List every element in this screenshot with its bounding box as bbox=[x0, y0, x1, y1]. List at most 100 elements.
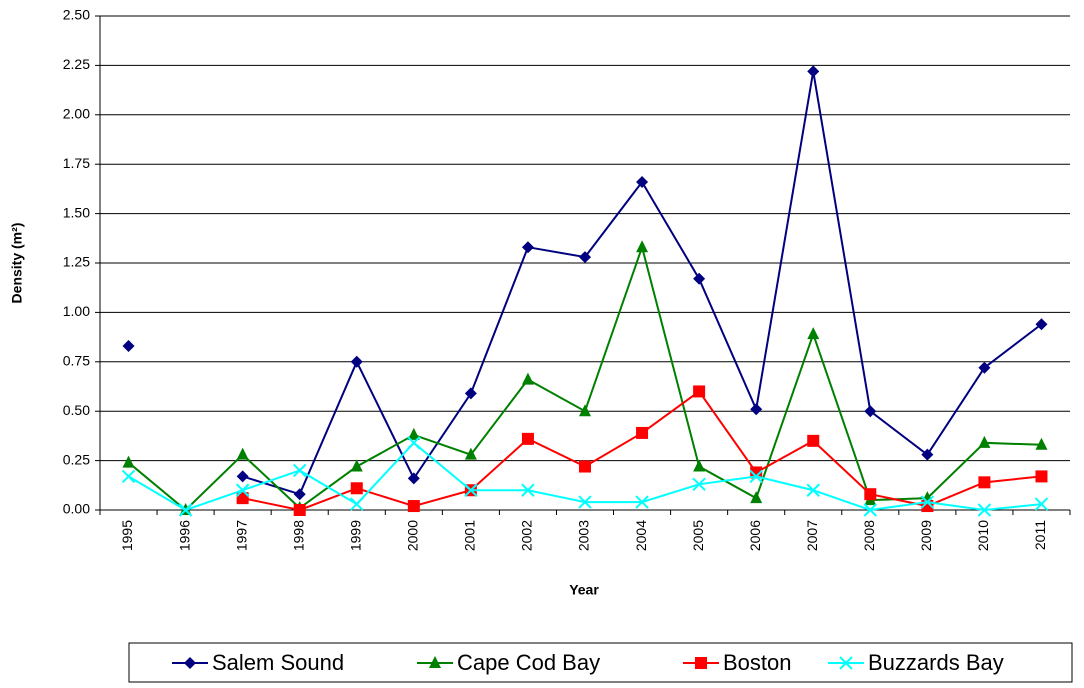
marker bbox=[692, 477, 706, 492]
marker bbox=[121, 469, 136, 484]
y-tick-label: 1.50 bbox=[63, 204, 90, 220]
marker bbox=[235, 483, 250, 497]
marker bbox=[1034, 497, 1049, 511]
marker bbox=[693, 272, 706, 285]
legend-label: Buzzards Bay bbox=[868, 650, 1004, 675]
y-tick-label: 0.75 bbox=[63, 353, 90, 369]
y-tick-label: 2.50 bbox=[63, 7, 90, 23]
marker bbox=[864, 488, 877, 501]
marker bbox=[693, 459, 706, 472]
marker bbox=[292, 463, 307, 478]
marker bbox=[978, 361, 991, 374]
legend-box bbox=[128, 642, 1073, 683]
legend-label: Salem Sound bbox=[212, 650, 344, 675]
marker bbox=[806, 483, 820, 497]
marker bbox=[350, 497, 364, 511]
x-axis-title: Year bbox=[569, 582, 599, 598]
marker bbox=[236, 492, 249, 505]
marker bbox=[178, 503, 193, 517]
x-tick-label: 2001 bbox=[462, 520, 478, 551]
marker bbox=[122, 339, 135, 352]
marker bbox=[293, 504, 306, 516]
marker bbox=[464, 483, 478, 497]
marker bbox=[807, 434, 820, 447]
marker bbox=[864, 405, 877, 418]
x-tick-label: 1998 bbox=[290, 520, 306, 551]
marker bbox=[407, 427, 420, 440]
x-tick-label: 2006 bbox=[747, 520, 763, 551]
x-tick-label: 1995 bbox=[119, 520, 135, 551]
marker bbox=[863, 503, 878, 517]
marker bbox=[1035, 470, 1048, 483]
marker bbox=[635, 495, 649, 509]
marker bbox=[921, 500, 934, 513]
x-tick-label: 2002 bbox=[519, 520, 535, 551]
marker bbox=[750, 466, 763, 479]
x-tick-label: 2005 bbox=[690, 520, 706, 551]
x-tick-label: 2011 bbox=[1032, 520, 1048, 550]
y-tick-label: 1.00 bbox=[63, 303, 90, 319]
marker bbox=[977, 503, 992, 517]
x-tick-label: 2008 bbox=[861, 520, 877, 551]
marker bbox=[749, 469, 763, 484]
legend-label: Boston bbox=[723, 650, 792, 675]
marker bbox=[184, 657, 196, 669]
marker bbox=[350, 482, 363, 495]
marker bbox=[1035, 437, 1048, 450]
marker bbox=[350, 459, 363, 472]
x-tick-label: 2004 bbox=[633, 520, 649, 551]
x-tick-label: 2000 bbox=[405, 520, 421, 551]
marker bbox=[293, 488, 306, 501]
marker bbox=[920, 495, 935, 509]
marker bbox=[978, 435, 991, 448]
marker bbox=[807, 65, 820, 78]
x-tick-label: 2010 bbox=[975, 520, 991, 551]
x-tick-label: 2003 bbox=[576, 520, 592, 551]
x-tick-label: 1999 bbox=[347, 520, 363, 551]
marker bbox=[407, 500, 420, 513]
marker bbox=[750, 403, 763, 416]
marker bbox=[407, 436, 421, 450]
y-tick-label: 2.25 bbox=[63, 56, 90, 72]
marker bbox=[236, 470, 249, 483]
marker bbox=[521, 241, 534, 254]
x-tick-label: 2007 bbox=[804, 520, 820, 551]
legend-label: Cape Cod Bay bbox=[457, 650, 600, 675]
marker bbox=[750, 491, 763, 504]
x-tick-label: 1997 bbox=[233, 520, 249, 551]
marker bbox=[521, 483, 535, 497]
marker bbox=[236, 447, 249, 460]
marker bbox=[636, 240, 649, 253]
marker bbox=[429, 656, 441, 668]
marker bbox=[521, 432, 534, 445]
marker bbox=[122, 455, 135, 468]
marker bbox=[464, 447, 477, 460]
marker bbox=[636, 426, 649, 439]
marker bbox=[636, 175, 649, 188]
legend: Salem Sound Cape Cod Bay Boston Buzzards Ba… bbox=[172, 650, 1004, 675]
marker bbox=[464, 387, 477, 400]
marker bbox=[579, 251, 591, 264]
y-tick-label: 1.25 bbox=[63, 254, 90, 270]
marker bbox=[1035, 318, 1048, 331]
y-tick-label: 2.00 bbox=[63, 106, 90, 122]
marker bbox=[839, 656, 853, 670]
y-tick-label: 1.75 bbox=[63, 155, 90, 171]
marker bbox=[407, 472, 420, 485]
marker bbox=[350, 355, 363, 368]
marker bbox=[693, 385, 706, 398]
y-axis-title: Density (m²) bbox=[9, 223, 25, 304]
marker bbox=[578, 495, 592, 509]
marker bbox=[579, 460, 591, 473]
x-tick-label: 2009 bbox=[918, 520, 934, 551]
x-tick-label: 1996 bbox=[176, 520, 192, 551]
marker bbox=[921, 448, 934, 461]
y-tick-label: 0.50 bbox=[63, 402, 90, 418]
marker bbox=[695, 657, 707, 669]
y-tick-label: 0.00 bbox=[63, 501, 90, 517]
y-tick-label: 0.25 bbox=[63, 451, 90, 467]
marker bbox=[807, 327, 820, 340]
marker bbox=[579, 404, 591, 417]
